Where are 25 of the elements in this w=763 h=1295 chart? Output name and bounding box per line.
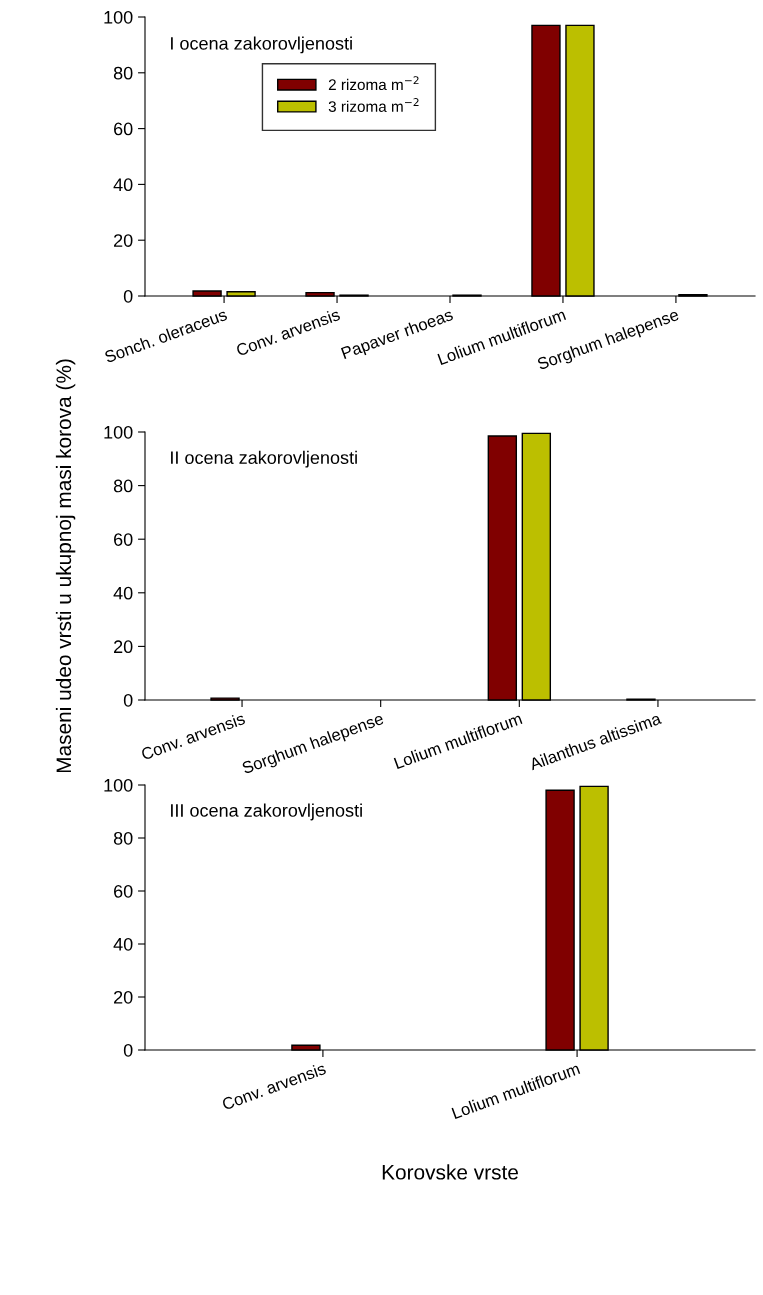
text: III ocena zakorovljenosti [171,803,362,821]
y-tick-label: 60 [114,533,133,546]
y-tick-label: 20 [114,640,133,654]
y-tick-label: 100 [104,778,133,792]
legend-label: 2 rizoma m$^{−2}$ [328,76,419,91]
text: II ocena zakorovljenosti [171,450,357,468]
y-tick-label: 100 [104,10,133,24]
y-tick-label: 0 [123,1043,133,1057]
legend-label: 3 rizoma m$^{−2}$ [328,98,419,112]
y-tick-label: 40 [113,586,133,600]
y-tick-label: 100 [104,425,133,439]
x-axis-title: Korovske vrste [382,1164,518,1180]
y-axis-title: Maseni udeo vrsti u ukupnoj masi korova (%) [55,359,76,773]
y-tick-label: 60 [114,122,133,136]
y-tick-label: 60 [114,884,133,898]
y-tick-label: 20 [114,234,133,247]
y-tick-label: 80 [113,831,133,845]
y-tick-label: 40 [113,178,133,192]
y-tick-label: 80 [113,66,133,80]
y-tick-label: 20 [114,990,133,1004]
y-tick-label: 40 [113,937,133,951]
y-tick-label: 80 [113,479,133,493]
y-tick-label: 0 [123,289,133,303]
text: I ocena zakorovljenosti [171,36,352,54]
y-tick-label: 0 [123,693,133,707]
